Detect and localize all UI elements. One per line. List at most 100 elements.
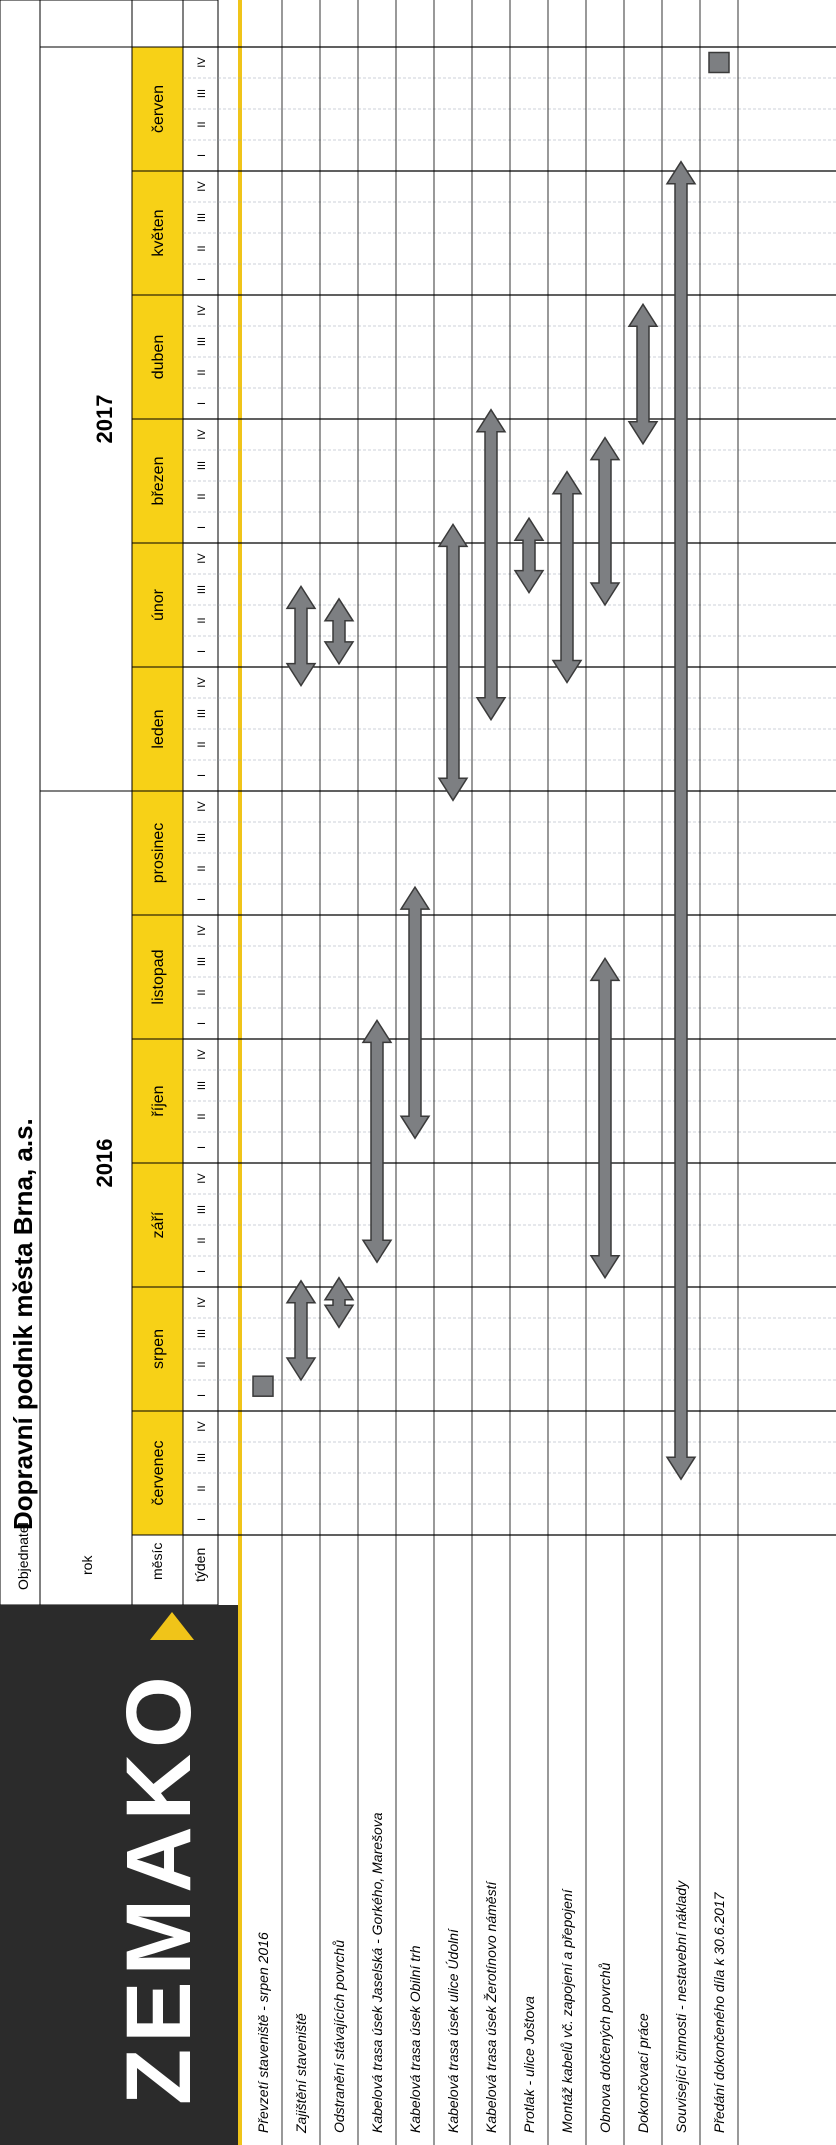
task-arrow-3-0 — [361, 1019, 393, 1264]
week-label-8-2: III — [196, 461, 208, 470]
task-arrow-7-0 — [513, 516, 545, 594]
year-label-2016: 2016 — [92, 1139, 117, 1188]
mesic-label: měsíc — [149, 1543, 165, 1580]
month-label-10: květen — [150, 209, 167, 256]
logo-block — [0, 1605, 238, 2145]
week-label-9-3: IV — [196, 305, 208, 316]
week-label-2-1: II — [196, 1237, 208, 1243]
month-label-8: březen — [150, 457, 167, 506]
week-label-11-3: IV — [196, 57, 208, 68]
week-label-2-0: I — [196, 1270, 208, 1273]
week-label-0-2: III — [196, 1453, 208, 1462]
week-label-1-2: III — [196, 1329, 208, 1338]
task-label-0: Převzetí staveniště - srpen 2016 — [255, 1932, 271, 2133]
task-label-8: Montáž kabelů vč. zapojení a přepojení — [559, 1887, 575, 2133]
week-label-1-3: IV — [196, 1297, 208, 1308]
week-label-3-3: IV — [196, 1049, 208, 1060]
task-label-10: Dokončovací práce — [635, 2013, 651, 2133]
week-label-6-1: II — [196, 741, 208, 747]
accent-divider — [238, 0, 242, 2145]
week-label-7-0: I — [196, 650, 208, 653]
objednatel-cell — [0, 0, 41, 1606]
task-arrow-2-1 — [323, 597, 355, 666]
week-label-9-2: III — [196, 337, 208, 346]
week-label-3-2: III — [196, 1081, 208, 1090]
month-label-3: říjen — [150, 1085, 167, 1116]
week-label-3-1: II — [196, 1113, 208, 1119]
task-label-11: Související činnosti - nestavební náklad… — [673, 1880, 689, 2133]
week-label-8-1: II — [196, 493, 208, 499]
task-arrow-1-0 — [285, 1279, 317, 1382]
task-label-7: Protlak - ulice Joštova — [521, 1996, 537, 2133]
week-label-3-0: I — [196, 1146, 208, 1149]
month-label-7: únor — [150, 588, 167, 621]
week-label-11-0: I — [196, 154, 208, 157]
week-label-6-3: IV — [196, 677, 208, 688]
task-arrow-4-0 — [399, 885, 431, 1140]
week-label-6-2: III — [196, 709, 208, 718]
week-label-7-3: IV — [196, 553, 208, 564]
week-label-2-2: III — [196, 1205, 208, 1214]
week-label-5-3: IV — [196, 801, 208, 812]
month-label-5: prosinec — [150, 823, 167, 883]
week-label-8-0: I — [196, 526, 208, 529]
task-label-4: Kabelová trasa úsek Obilní trh — [407, 1945, 423, 2133]
month-label-2: září — [150, 1211, 167, 1238]
task-label-2: Odstranění stávajících povrchů — [331, 1940, 347, 2133]
month-label-4: listopad — [150, 949, 167, 1004]
month-cell-8 — [131, 418, 184, 544]
week-label-0-0: I — [196, 1518, 208, 1521]
week-label-0-3: IV — [196, 1421, 208, 1432]
task-arrow-10-0 — [627, 302, 659, 446]
company-logo: ZEMAKO — [108, 1670, 210, 2105]
month-cell-3 — [131, 1038, 184, 1164]
month-label-1: srpen — [150, 1329, 167, 1369]
week-label-0-1: II — [196, 1485, 208, 1491]
month-cell-11 — [131, 46, 184, 172]
week-label-4-3: IV — [196, 925, 208, 936]
week-label-8-3: IV — [196, 429, 208, 440]
task-label-12: Předání dokončeného díla k 30.6.2017 — [711, 1891, 727, 2133]
task-label-5: Kabelová trasa úsek ulice Údolní — [445, 1927, 461, 2133]
month-label-9: duben — [150, 335, 167, 380]
task-arrow-8-0 — [551, 470, 583, 684]
week-label-7-1: II — [196, 617, 208, 623]
week-label-10-3: IV — [196, 181, 208, 192]
task-arrow-2-0 — [323, 1276, 355, 1329]
objednatel-value: Dopravní podnik města Brna, a.s. — [8, 1118, 38, 1530]
month-cell-7 — [131, 542, 184, 668]
month-cell-6 — [131, 666, 184, 792]
month-cell-9 — [131, 294, 184, 420]
task-label-9: Obnova dotčených povrchů — [597, 1962, 613, 2133]
week-label-2-3: IV — [196, 1173, 208, 1184]
objednatel-label: Objednatel — [15, 1522, 31, 1590]
week-label-6-0: I — [196, 774, 208, 777]
task-label-1: Zajištění staveniště — [293, 2013, 309, 2134]
rok-label: rok — [79, 1555, 95, 1575]
week-label-5-1: II — [196, 865, 208, 871]
month-cell-2 — [131, 1162, 184, 1288]
week-label-1-1: II — [196, 1361, 208, 1367]
task-arrow-5-0 — [437, 523, 469, 802]
week-label-5-0: I — [196, 898, 208, 901]
week-label-10-0: I — [196, 278, 208, 281]
week-label-1-0: I — [196, 1394, 208, 1397]
task-milestone-12 — [708, 51, 730, 74]
week-label-11-2: III — [196, 89, 208, 98]
month-label-11: červen — [150, 85, 167, 133]
month-label-6: leden — [150, 709, 167, 748]
logo-accent-mark — [150, 1612, 194, 1640]
month-label-0: červenec — [150, 1441, 167, 1506]
week-label-10-1: II — [196, 245, 208, 251]
task-arrow-1-1 — [285, 585, 317, 687]
week-label-4-0: I — [196, 1022, 208, 1025]
week-label-4-1: II — [196, 989, 208, 995]
week-label-4-2: III — [196, 957, 208, 966]
task-label-3: Kabelová trasa úsek Jaselská - Gorkého, … — [369, 1812, 385, 2133]
task-milestone-0 — [252, 1375, 274, 1397]
task-arrow-9-1 — [589, 436, 621, 607]
week-label-9-0: I — [196, 402, 208, 405]
task-arrow-11-0 — [665, 160, 697, 1481]
task-label-6: Kabelová trasa úsek Žerotínovo náměstí — [483, 1880, 499, 2133]
